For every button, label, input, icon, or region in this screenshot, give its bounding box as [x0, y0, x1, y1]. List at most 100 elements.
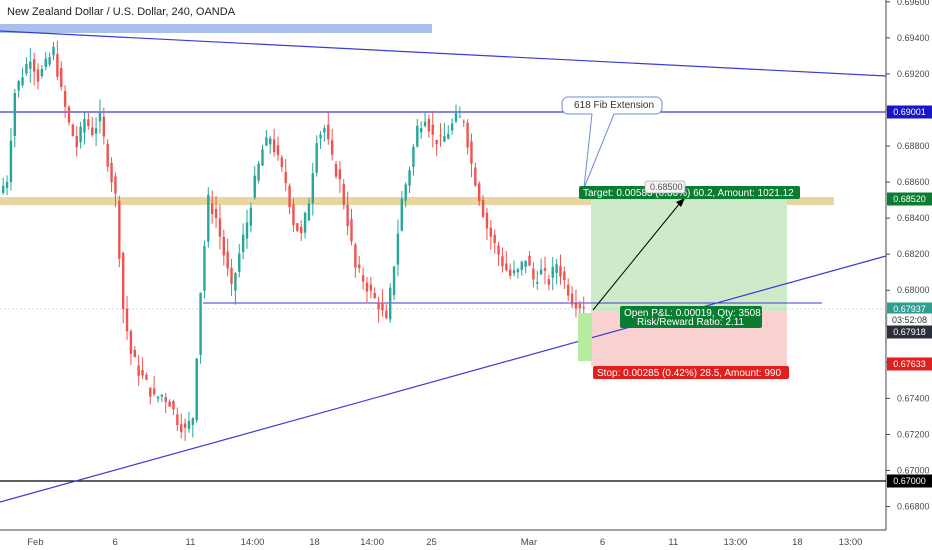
- candle-body: [458, 116, 462, 118]
- candle-body: [338, 169, 342, 180]
- candle-body: [261, 149, 264, 166]
- candle-body: [21, 77, 24, 86]
- candle-body: [555, 264, 558, 273]
- candle-body: [276, 145, 280, 156]
- candle-body: [32, 59, 36, 72]
- time-axis-ticks: Feb 6 11 14:00 18 14:00 25 Mar 6 11 13:00 18 13:00: [27, 537, 862, 548]
- candle-body: [501, 256, 504, 267]
- candle-body: [156, 396, 160, 399]
- candle-body: [303, 212, 307, 233]
- candle-body: [539, 269, 543, 275]
- candle-body: [377, 302, 380, 310]
- candle-body: [56, 54, 59, 77]
- stop-label-box[interactable]: [593, 366, 789, 379]
- arrow-head-icon: [676, 198, 685, 207]
- candle-body: [83, 119, 86, 133]
- candle-body: [214, 209, 218, 219]
- candle-body: [330, 140, 334, 155]
- projection-arrow: [592, 202, 681, 311]
- candle-body: [574, 303, 578, 309]
- candle-body: [547, 279, 551, 285]
- candle-body: [29, 61, 32, 69]
- candle-body: [284, 171, 287, 184]
- candle-body: [505, 263, 508, 271]
- time-tick-label: 25: [426, 537, 437, 548]
- lower-trendline[interactable]: [0, 255, 887, 503]
- candle-body: [582, 306, 585, 309]
- candle-body: [160, 394, 164, 397]
- candle-body: [570, 293, 574, 305]
- candle-body: [183, 423, 187, 428]
- candle-body: [493, 234, 496, 243]
- price-tick-label: 0.68200: [897, 249, 930, 259]
- chart-title: New Zealand Dollar / U.S. Dollar, 240, O…: [7, 6, 236, 18]
- candle-body: [439, 135, 442, 137]
- candle-body: [17, 80, 20, 91]
- time-tick-label: 14:00: [241, 537, 265, 548]
- candle-body: [137, 365, 140, 376]
- upper-trendline[interactable]: [0, 30, 887, 77]
- candle-body: [249, 207, 253, 226]
- candle-body: [392, 266, 396, 296]
- candle-body: [381, 302, 384, 311]
- candle-body: [346, 204, 349, 227]
- price-tick-label: 0.66800: [897, 502, 930, 512]
- candle-body: [129, 331, 133, 354]
- candle-body: [172, 400, 175, 410]
- risk-reward-label: Risk/Reward Ratio: 2.11: [637, 317, 745, 328]
- candle-body: [447, 134, 450, 139]
- candle-body: [400, 198, 404, 231]
- time-tick-label: 13:00: [723, 537, 747, 548]
- candle-body: [257, 163, 260, 181]
- time-tick-label: 14:00: [360, 537, 384, 548]
- candle-body: [358, 264, 361, 269]
- candle-body: [118, 200, 121, 259]
- price-badge: [887, 302, 932, 316]
- price-tick-label: 0.68800: [897, 141, 930, 151]
- candle-body: [110, 162, 113, 183]
- candle-body: [52, 46, 55, 56]
- candle-body: [485, 212, 489, 229]
- candle-body: [241, 234, 245, 253]
- candle-body: [91, 127, 94, 136]
- candle-body: [334, 164, 338, 177]
- candle-body: [342, 184, 345, 205]
- candle-body: [474, 167, 477, 186]
- fib-callout[interactable]: [561, 96, 663, 189]
- candle-body: [67, 106, 71, 123]
- target-label-box[interactable]: [579, 186, 800, 199]
- stop-label: Stop: 0.00285 (0.42%) 28.5, Amount: 990: [597, 368, 781, 379]
- candle-body: [373, 292, 376, 298]
- price-tick-label: 0.69400: [897, 33, 930, 43]
- candle-body: [176, 414, 179, 426]
- price-badge-label: 0.69001: [893, 107, 926, 117]
- candle-body: [567, 284, 570, 296]
- open-pnl-label: Open P&L: 0.00019, Qty: 3508: [624, 308, 761, 319]
- candle-body: [327, 124, 330, 140]
- candle-body: [319, 134, 322, 139]
- open-pnl-box[interactable]: [620, 306, 762, 328]
- price-tick-label: 0.68000: [897, 285, 930, 295]
- price-badge: [887, 325, 932, 339]
- time-tick-label: 18: [792, 537, 803, 548]
- candle-body: [408, 170, 411, 186]
- candle-body: [60, 67, 63, 87]
- price-tick-label: 0.67000: [897, 466, 930, 476]
- candle-body: [234, 272, 237, 291]
- fib-zone: [0, 197, 834, 205]
- candle-body: [94, 128, 98, 134]
- candle-body: [536, 282, 539, 284]
- candle-body: [466, 122, 469, 148]
- candle-body: [280, 157, 284, 167]
- candle-body: [481, 199, 485, 217]
- candle-body: [230, 267, 233, 284]
- candle-body: [265, 137, 268, 146]
- price-tick-label: 0.69600: [897, 0, 930, 7]
- time-tick-label: 18: [309, 537, 320, 548]
- candle-body: [450, 123, 454, 131]
- candle-body: [563, 271, 566, 281]
- candle-body: [207, 194, 210, 242]
